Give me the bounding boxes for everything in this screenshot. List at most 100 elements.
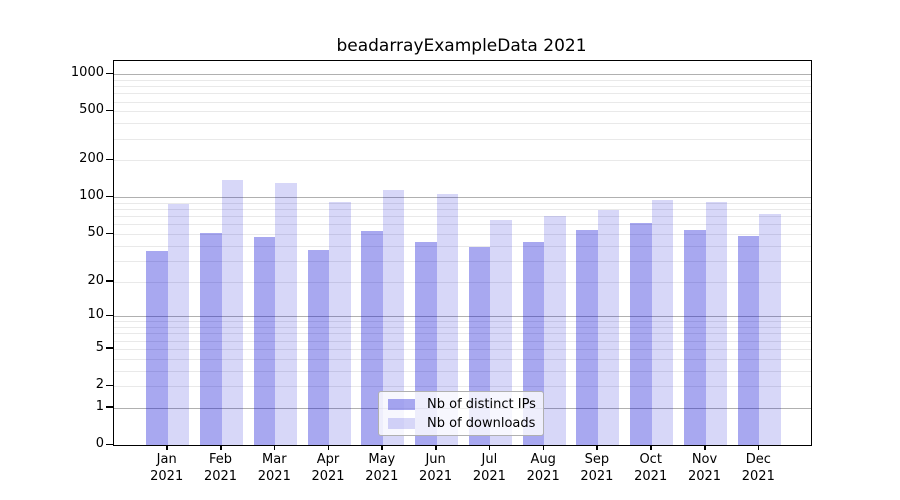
x-tick-mark-apr	[327, 445, 329, 450]
y-tick-mark-200	[106, 158, 113, 161]
bar-distinct-ips-oct	[630, 222, 652, 445]
y-tick-label-1000: 1000	[70, 65, 104, 81]
legend-item-distinct-ips: Nb of distinct IPs	[379, 397, 543, 412]
x-tick-label-feb: Feb 2021	[203, 452, 238, 484]
bar-distinct-ips-sep	[576, 230, 598, 445]
x-tick-label-nov: Nov 2021	[687, 452, 722, 484]
x-tick-label-jun: Jun 2021	[419, 452, 453, 484]
minor-gridline-80	[114, 209, 811, 211]
x-tick-label-jul: Jul 2021	[472, 452, 506, 484]
y-tick-label-200: 200	[79, 151, 104, 167]
minor-gridline-30	[114, 260, 811, 262]
legend-swatch-distinct-ips	[388, 398, 415, 410]
major-gridline-100	[114, 197, 811, 199]
bar-distinct-ips-nov	[684, 230, 706, 445]
minor-gridline-800	[114, 86, 811, 88]
y-tick-mark-2	[106, 384, 113, 387]
bar-distinct-ips-apr	[307, 249, 329, 445]
minor-gridline-3	[114, 370, 811, 372]
x-tick-mark-feb	[220, 445, 222, 450]
minor-gridline-900	[114, 79, 811, 81]
bar-downloads-may	[382, 189, 405, 445]
bar-distinct-ips-feb	[200, 233, 222, 445]
legend-label-distinct-ips: Nb of distinct IPs	[427, 396, 536, 412]
y-tick-mark-100	[106, 195, 113, 198]
minor-gridline-40	[114, 245, 811, 247]
minor-gridline-700	[114, 93, 811, 95]
bar-downloads-dec	[759, 214, 781, 445]
y-tick-mark-50	[106, 232, 113, 234]
y-tick-label-0: 0	[95, 436, 104, 451]
x-tick-label-sep: Sep 2021	[580, 452, 614, 484]
y-tick-label-1: 1	[95, 398, 104, 414]
x-tick-mark-jun	[435, 445, 437, 450]
bar-downloads-nov	[705, 201, 727, 445]
legend-swatch-downloads	[388, 417, 415, 429]
bar-downloads-jan	[167, 204, 190, 445]
bar-downloads-sep	[597, 209, 620, 445]
x-tick-label-jan: Jan 2021	[150, 452, 184, 484]
y-tick-label-10: 10	[87, 307, 104, 323]
minor-gridline-60	[114, 224, 811, 226]
bar-downloads-jun	[436, 194, 459, 445]
minor-gridline-4	[114, 358, 811, 360]
minor-gridline-70	[114, 216, 811, 218]
bar-downloads-feb	[221, 180, 243, 445]
bar-downloads-apr	[329, 201, 351, 445]
y-tick-mark-1	[106, 406, 113, 408]
x-tick-mark-dec	[757, 445, 760, 450]
minor-gridline-9	[114, 321, 811, 323]
x-tick-label-may: May 2021	[365, 452, 399, 484]
x-tick-label-apr: Apr 2021	[311, 452, 345, 484]
minor-gridline-2	[114, 386, 811, 388]
x-tick-label-dec: Dec 2021	[741, 452, 775, 484]
bar-downloads-aug	[544, 216, 566, 445]
minor-gridline-400	[114, 123, 811, 125]
bar-downloads-oct	[651, 200, 674, 445]
x-tick-label-mar: Mar 2021	[257, 452, 291, 484]
x-tick-mark-may	[381, 445, 383, 450]
minor-gridline-20	[114, 281, 811, 283]
minor-gridline-7	[114, 333, 811, 335]
minor-gridline-6	[114, 340, 811, 342]
y-tick-label-5: 5	[95, 339, 104, 355]
y-tick-label-500: 500	[79, 102, 104, 118]
legend-label-downloads: Nb of downloads	[427, 415, 536, 431]
bar-distinct-ips-may	[361, 231, 383, 445]
minor-gridline-8	[114, 327, 811, 329]
major-gridline-10	[114, 316, 811, 318]
x-tick-mark-jan	[166, 445, 168, 450]
y-tick-mark-10	[106, 314, 113, 317]
chart-title: beadarrayExampleData 2021	[336, 36, 587, 56]
y-tick-label-100: 100	[79, 188, 104, 204]
x-tick-label-oct: Oct 2021	[634, 452, 668, 484]
x-tick-mark-mar	[273, 445, 276, 450]
x-tick-label-aug: Aug 2021	[526, 452, 560, 484]
bar-distinct-ips-dec	[737, 236, 760, 445]
bar-downloads-jul	[490, 220, 512, 445]
legend-item-downloads: Nb of downloads	[379, 416, 543, 431]
x-tick-mark-aug	[542, 445, 545, 450]
bar-downloads-mar	[275, 183, 297, 445]
major-gridline-1000	[114, 74, 811, 76]
minor-gridline-50	[114, 234, 811, 235]
minor-gridline-90	[114, 203, 811, 204]
y-tick-mark-0	[106, 443, 113, 445]
minor-gridline-500	[114, 111, 811, 113]
y-tick-mark-20	[106, 280, 113, 282]
plot-area	[113, 60, 812, 446]
x-tick-mark-sep	[596, 445, 598, 450]
x-tick-mark-nov	[704, 445, 706, 450]
x-tick-mark-oct	[650, 445, 652, 450]
y-tick-label-20: 20	[87, 272, 104, 288]
bar-distinct-ips-mar	[253, 237, 276, 445]
y-tick-mark-5	[106, 347, 113, 349]
y-tick-label-50: 50	[87, 225, 104, 240]
minor-gridline-300	[114, 138, 811, 140]
minor-gridline-200	[114, 160, 811, 162]
minor-gridline-5	[114, 348, 811, 350]
y-tick-mark-500	[106, 109, 113, 112]
y-tick-label-2: 2	[95, 377, 104, 393]
legend: Nb of distinct IPs Nb of downloads	[378, 391, 544, 436]
